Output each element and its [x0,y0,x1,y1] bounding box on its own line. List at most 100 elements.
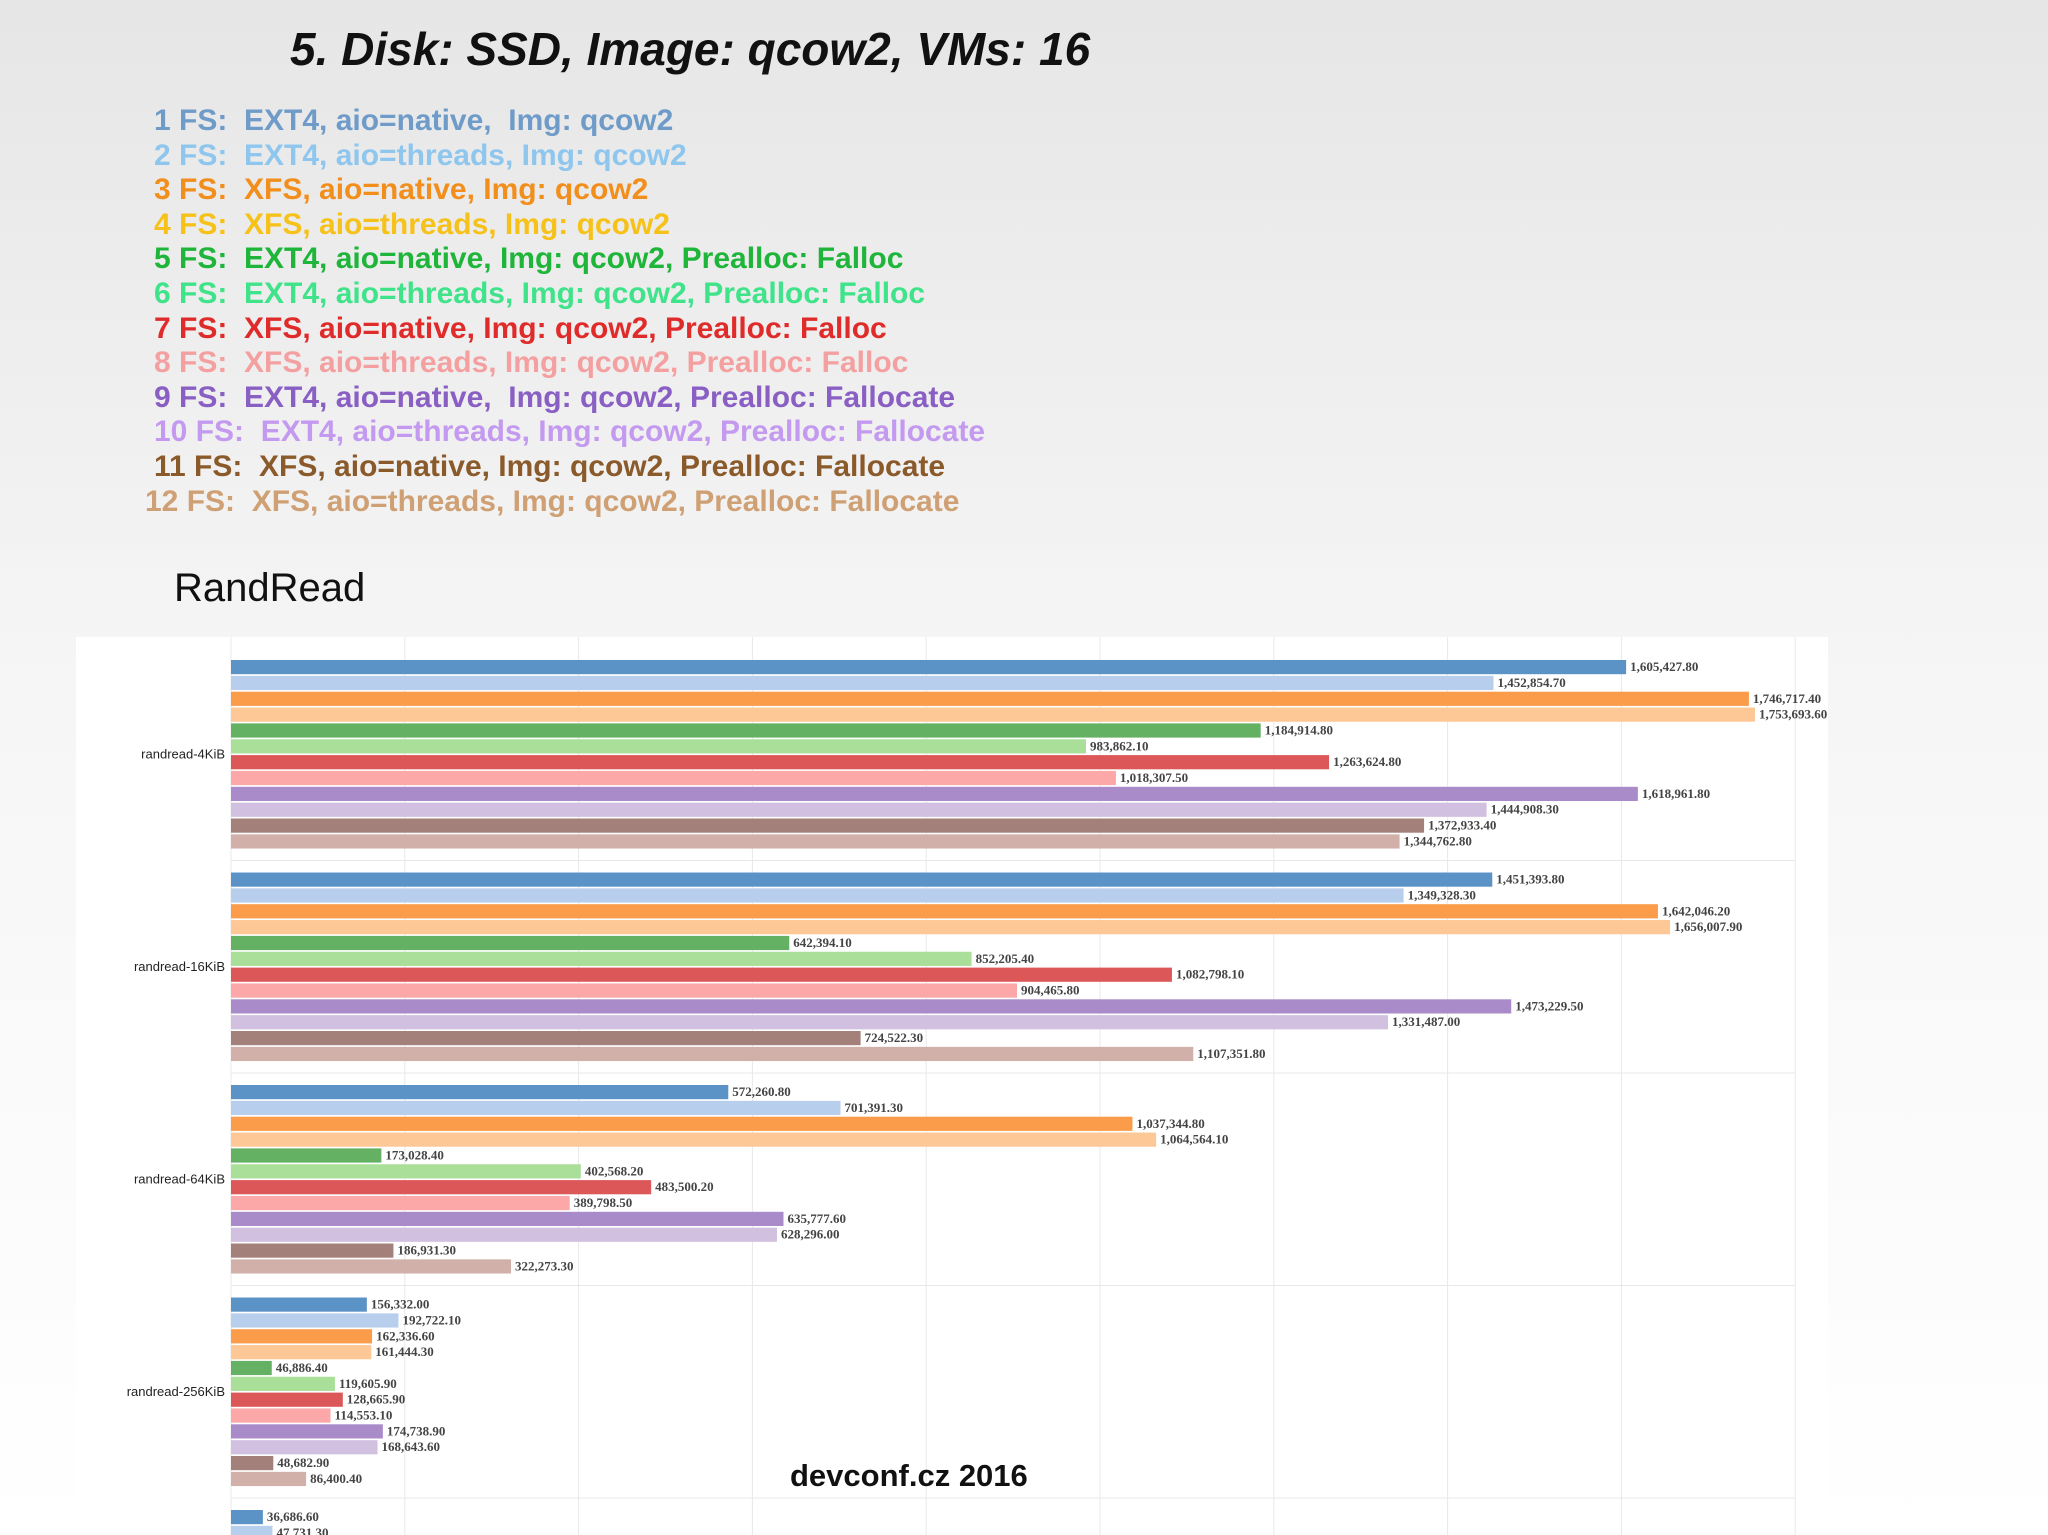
bar-series-3 [231,1116,1133,1131]
value-label: 1,331,487.00 [1392,1014,1460,1029]
value-label: 1,473,229.50 [1515,998,1583,1013]
bar-series-6 [231,951,972,966]
value-label: 402,568.20 [585,1163,644,1178]
value-label: 36,686.60 [267,1509,319,1524]
value-label: 1,753,693.60 [1759,707,1827,722]
value-label: 161,444.30 [375,1344,434,1359]
legend-item-5: 5 FS: EXT4, aio=native, Img: qcow2, Prea… [154,242,904,276]
value-label: 904,465.80 [1021,983,1079,998]
chart-panel: randread-4KiB 1,605,427.80 1,452,854.70 1,7… [76,637,1828,1535]
footer-text: devconf.cz 2016 [790,1458,1028,1493]
value-label: 724,522.30 [865,1030,924,1045]
bar-series-7 [231,1180,652,1195]
category-label: randread-256KiB [127,1384,225,1399]
bar-series-5 [231,1360,272,1376]
value-label: 1,107,351.80 [1197,1046,1265,1061]
value-label: 186,931.30 [397,1243,456,1258]
value-label: 1,605,427.80 [1630,659,1698,674]
bar-series-10 [231,1015,1389,1030]
bar-series-2 [231,1100,841,1116]
value-label: 322,273.30 [515,1258,574,1273]
value-label: 173,028.40 [385,1147,444,1162]
bar-series-7 [231,755,1330,770]
value-label: 1,263,624.80 [1333,754,1401,769]
bar-series-11 [231,1456,274,1471]
bar-series-9 [231,786,1638,801]
bar-series-4 [231,1132,1157,1147]
bar-series-11 [231,1243,394,1258]
legend-item-7: 7 FS: XFS, aio=native, Img: qcow2, Preal… [154,311,887,345]
bar-series-10 [231,1227,777,1242]
bar-series-5 [231,723,1261,738]
value-label: 168,643.60 [382,1439,441,1454]
bar-series-9 [231,999,1512,1014]
value-label: 1,037,344.80 [1136,1116,1204,1131]
value-label: 156,332.00 [371,1297,430,1312]
value-label: 389,798.50 [574,1195,633,1210]
value-label: 983,862.10 [1090,738,1149,753]
bar-series-3 [231,691,1749,706]
value-label: 174,738.90 [387,1423,446,1438]
bar-series-1 [231,1510,263,1525]
bar-series-7 [231,967,1172,982]
bar-series-6 [231,1164,581,1179]
bar-series-4 [231,920,1671,935]
bar-series-2 [231,888,1404,903]
bar-series-12 [231,1259,512,1274]
value-label: 483,500.20 [655,1179,714,1194]
bar-series-12 [231,834,1400,849]
value-label: 114,553.10 [335,1408,393,1423]
value-label: 1,452,854.70 [1498,675,1566,690]
bar-series-9 [231,1211,784,1226]
bar-series-3 [231,904,1658,919]
value-label: 572,260.80 [732,1084,791,1099]
bar-series-2 [231,1525,273,1535]
bar-series-7 [231,1392,343,1407]
value-label: 1,082,798.10 [1176,967,1244,982]
bar-series-11 [231,1031,861,1046]
bar-series-12 [231,1046,1194,1062]
value-label: 47,731.30 [276,1525,328,1535]
bar-series-12 [231,1471,307,1487]
value-label: 1,184,914.80 [1265,722,1333,737]
category-label: randread-4KiB [141,747,225,762]
value-label: 1,018,307.50 [1120,770,1188,785]
value-label: 1,444,908.30 [1491,802,1559,817]
legend-item-3: 3 FS: XFS, aio=native, Img: qcow2 [154,173,649,207]
bar-series-5 [231,1148,382,1163]
legend-item-12: 12 FS: XFS, aio=threads, Img: qcow2, Pre… [145,484,960,518]
chart-title: RandRead [174,566,366,610]
value-label: 1,656,007.90 [1674,919,1742,934]
legend-item-2: 2 FS: EXT4, aio=threads, Img: qcow2 [154,138,687,172]
value-label: 1,618,961.80 [1642,786,1710,801]
bar-series-1 [231,660,1627,675]
value-label: 128,665.90 [347,1392,406,1407]
value-label: 1,344,762.80 [1404,833,1472,848]
bar-series-10 [231,1440,378,1455]
value-label: 192,722.10 [402,1312,461,1327]
bar-series-2 [231,1313,399,1328]
bar-series-1 [231,872,1493,887]
bar-series-11 [231,818,1425,833]
slide-title: 5. Disk: SSD, Image: qcow2, VMs: 16 [290,23,1091,75]
category-label: randread-64KiB [134,1172,225,1187]
value-label: 635,777.60 [787,1211,846,1226]
bar-series-8 [231,770,1116,786]
value-label: 1,451,393.80 [1496,872,1564,887]
bar-series-1 [231,1297,367,1312]
bar-series-4 [231,707,1755,722]
value-label: 162,336.60 [376,1328,435,1343]
value-label: 1,372,933.40 [1428,818,1496,833]
value-label: 1,746,717.40 [1753,691,1821,706]
legend-item-6: 6 FS: EXT4, aio=threads, Img: qcow2, Pre… [154,277,926,310]
bar-series-9 [231,1424,383,1439]
legend-item-10: 10 FS: EXT4, aio=threads, Img: qcow2, Pr… [154,415,986,449]
bar-series-5 [231,935,790,951]
value-label: 119,605.90 [339,1376,397,1391]
value-label: 628,296.00 [781,1227,840,1242]
value-label: 46,886.40 [276,1360,328,1375]
bar-series-8 [231,983,1017,998]
legend-item-4: 4 FS: XFS, aio=threads, Img: qcow2 [154,207,670,241]
value-label: 1,642,046.20 [1662,903,1730,918]
bar-series-1 [231,1085,729,1100]
